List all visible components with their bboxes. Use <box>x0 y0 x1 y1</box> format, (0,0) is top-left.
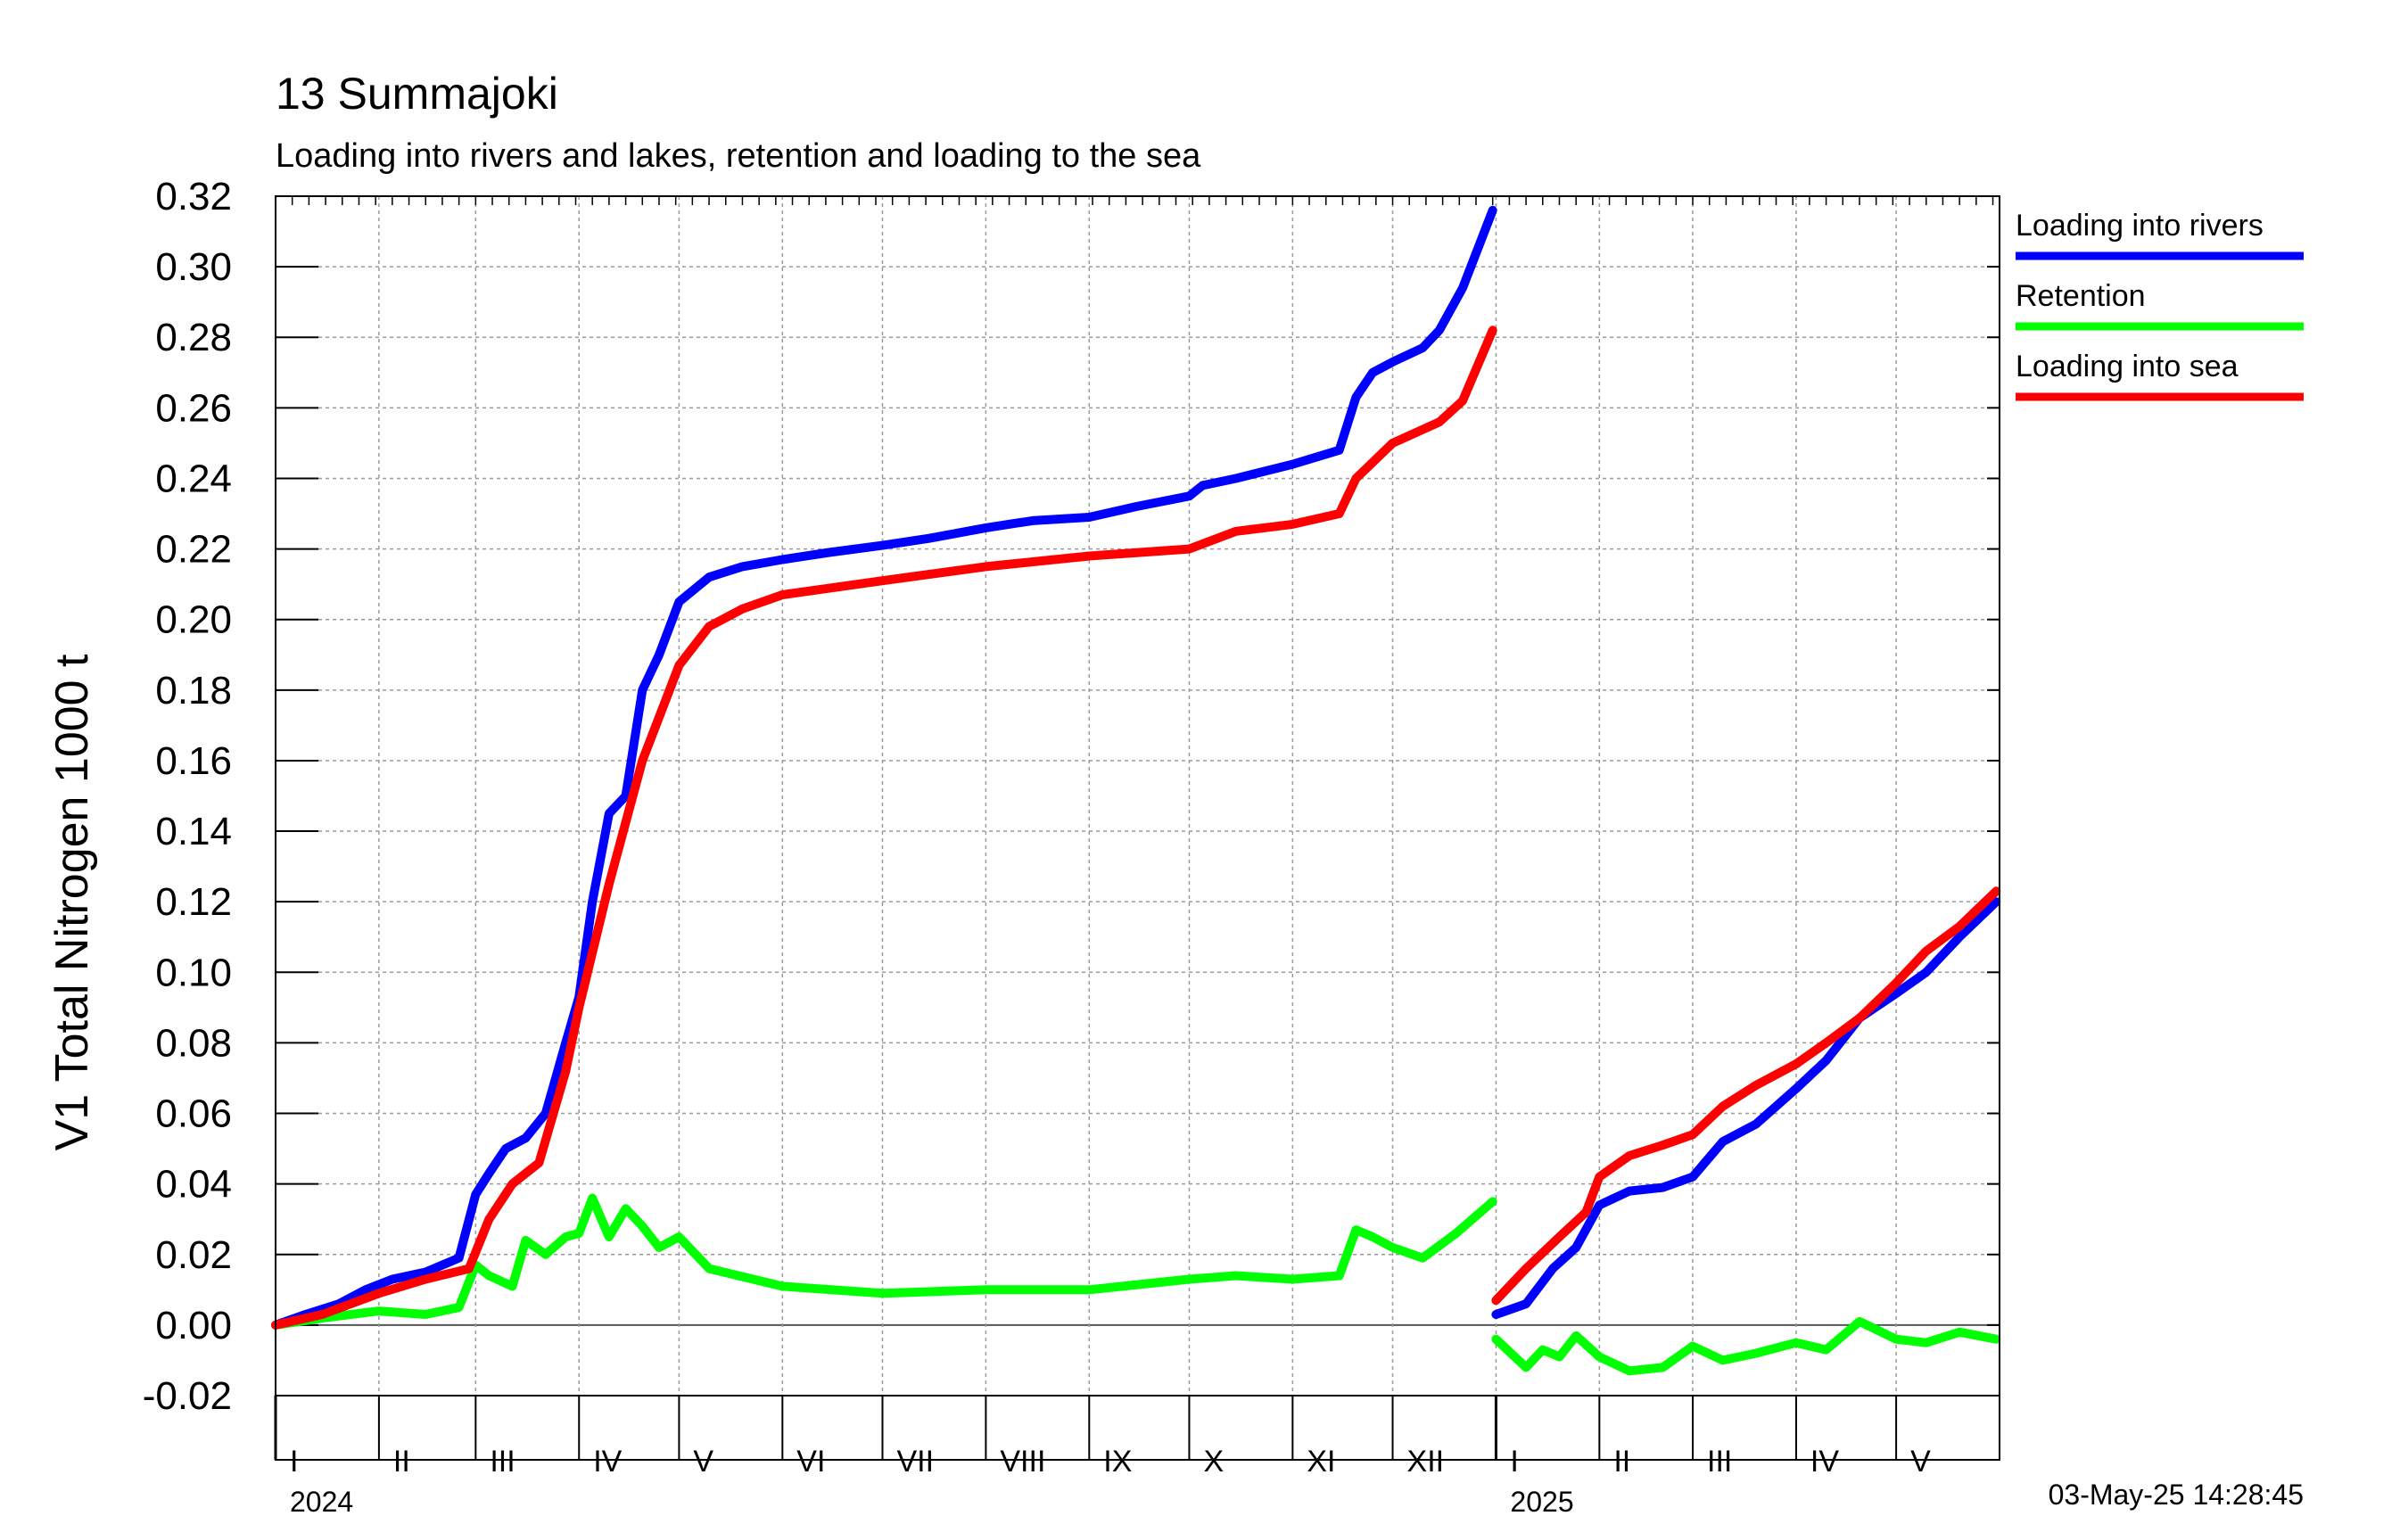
axis-ticks <box>274 195 2000 1460</box>
x-tick-label: III <box>490 1445 515 1479</box>
legend-label-retention: Retention <box>2016 279 2146 313</box>
series-line-segment <box>1491 1316 2001 1376</box>
x-tick-label: X <box>1203 1445 1224 1479</box>
y-tick-label: 0.26 <box>155 386 232 430</box>
series-retention <box>271 1193 2001 1376</box>
y-tick-label: 0.32 <box>155 175 232 218</box>
series-line-segment <box>1491 897 2001 1319</box>
x-tick-label: III <box>1707 1445 1732 1479</box>
y-tick-label: 0.16 <box>155 739 232 783</box>
y-tick-label: 0.20 <box>155 598 232 642</box>
timestamp: 03-May-25 14:28:45 <box>2049 1479 2304 1511</box>
chart-title: 13 Summajoki <box>276 69 558 119</box>
y-tick-label: 0.00 <box>155 1304 232 1347</box>
x-tick-label: VI <box>796 1445 825 1479</box>
x-tick-label: IX <box>1103 1445 1132 1479</box>
y-axis-label: V1 Total Nitrogen 1000 t <box>46 654 98 1151</box>
y-tick-label: 0.22 <box>155 528 232 572</box>
x-tick-label: V <box>1910 1445 1931 1479</box>
series-loading-into-rivers <box>271 205 2001 1330</box>
y-tick-label: -0.02 <box>143 1374 232 1418</box>
legend-label-loading-into-rivers: Loading into rivers <box>2016 209 2264 243</box>
x-year-label: 2025 <box>1510 1486 1573 1516</box>
series-line-segment <box>271 325 1497 1330</box>
x-tick-label: IV <box>593 1445 622 1479</box>
x-tick-label: VIII <box>1000 1445 1045 1479</box>
y-tick-label: 0.12 <box>155 880 232 924</box>
y-tick-label: 0.18 <box>155 669 232 713</box>
x-tick-label: V <box>693 1445 713 1479</box>
data-series <box>271 205 2001 1376</box>
y-tick-label: 0.10 <box>155 951 232 994</box>
x-tick-label: IV <box>1810 1445 1839 1479</box>
legend: Loading into rivers Retention Loading in… <box>2016 209 2304 401</box>
chart-subtitle: Loading into rivers and lakes, retention… <box>276 137 1201 175</box>
series-loading-into-sea <box>271 325 2001 1330</box>
y-tick-label: 0.28 <box>155 316 232 359</box>
series-line-segment <box>271 1193 1497 1330</box>
series-line-segment <box>1491 886 2001 1306</box>
y-tick-label: 0.24 <box>155 457 232 500</box>
y-tick-label: 0.02 <box>155 1233 232 1277</box>
x-tick-label: XI <box>1307 1445 1335 1479</box>
x-tick-label: I <box>1510 1445 1518 1479</box>
plot-frame <box>275 195 2000 1461</box>
y-tick-label: 0.14 <box>155 810 232 853</box>
x-tick-label: XII <box>1407 1445 1445 1479</box>
y-tick-label: 0.06 <box>155 1092 232 1136</box>
y-tick-label: 0.04 <box>155 1163 232 1207</box>
x-year-label: 2024 <box>290 1486 353 1516</box>
legend-label-loading-into-sea: Loading into sea <box>2016 350 2239 383</box>
tick-labels: 0.32 0.30 0.28 0.26 0.24 0.22 0.20 0.18 0.16 0.14… <box>143 175 1931 1516</box>
y-tick-label: 0.08 <box>155 1021 232 1065</box>
x-tick-label: I <box>290 1445 298 1479</box>
x-tick-label: VII <box>896 1445 934 1479</box>
y-tick-label: 0.30 <box>155 245 232 289</box>
series-line-segment <box>271 205 1497 1330</box>
x-tick-label: II <box>393 1445 410 1479</box>
x-tick-label: II <box>1613 1445 1630 1479</box>
